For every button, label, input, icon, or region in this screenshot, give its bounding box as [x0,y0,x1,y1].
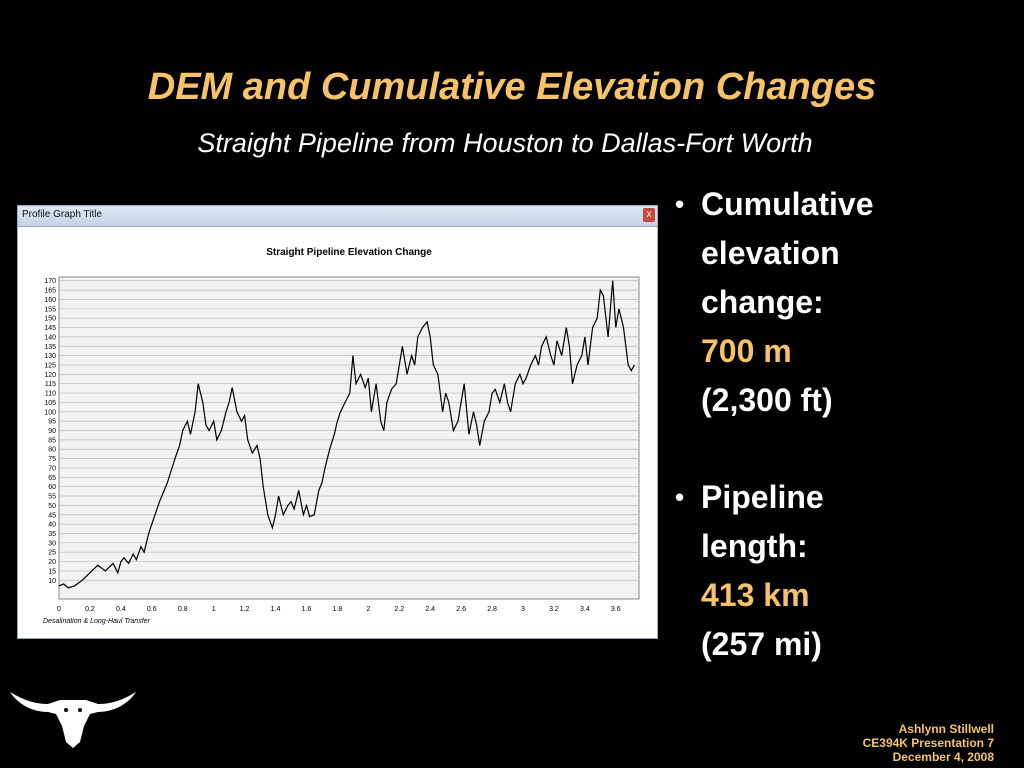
x-tick-label: 3.2 [549,606,559,613]
x-tick-label: 0.4 [116,606,126,613]
y-tick-label: 85 [48,437,56,444]
y-tick-label: 115 [45,381,56,388]
y-tick-label: 10 [48,578,56,585]
bullet-line: length: [701,528,808,564]
y-tick-label: 170 [44,278,56,285]
footer-course: CE394K Presentation 7 [862,736,994,750]
y-tick-label: 135 [44,344,56,351]
bullet-note: (257 mi) [701,626,822,662]
bullet-note: (2,300 ft) [701,382,833,418]
x-tick-label: 2.6 [456,606,466,613]
y-tick-label: 60 [48,484,56,491]
x-tick-label: 0.2 [85,606,95,613]
chart-footnote: Desalination & Long-Haul Transfer [43,618,151,625]
footer-author: Ashlynn Stillwell [898,722,994,736]
chart-title: Straight Pipeline Elevation Change [266,247,432,258]
bullet-line: Cumulative [701,186,874,222]
y-tick-label: 90 [48,428,56,435]
elevation-chart-svg: Straight Pipeline Elevation Change101520… [43,247,640,625]
close-button[interactable]: x [643,208,655,222]
window-title: Profile Graph Title [22,209,103,220]
y-tick-label: 130 [44,353,56,360]
bullet-dot-icon: • [675,189,685,219]
x-tick-label: 3.6 [611,606,621,613]
y-tick-label: 20 [48,559,56,566]
x-tick-label: 3 [521,606,525,613]
y-tick-label: 80 [48,447,56,454]
y-tick-label: 55 [48,494,56,501]
y-tick-label: 100 [44,409,56,416]
bullet-line: Pipeline [701,479,824,515]
y-tick-label: 15 [48,568,56,575]
elevation-chart: Straight Pipeline Elevation Change 10 15 20… [19,227,656,637]
x-tick-label: 2 [366,606,370,613]
y-tick-label: 145 [44,325,56,332]
bullet-value: 413 km [701,577,810,613]
profile-graph-window: Profile Graph Title x Straight Pipeline … [17,205,658,639]
x-tick-label: 2.4 [425,606,435,613]
y-tick-label: 40 [48,522,56,529]
elevation-line [58,280,635,589]
y-tick-label: 125 [44,362,56,369]
y-tick-label: 70 [48,465,56,472]
footer-date: December 4, 2008 [892,750,994,764]
window-titlebar[interactable]: Profile Graph Title x [18,206,657,227]
slide-title: DEM and Cumulative Elevation Changes [147,66,877,108]
bullet-dot-icon: • [675,482,685,512]
y-tick-label: 95 [48,419,56,426]
longhorn-logo-icon: TM [10,680,136,750]
x-tick-label: 1.6 [302,606,312,613]
footer: Ashlynn Stillwell CE394K Presentation 7 … [863,722,994,764]
x-tick-label: 1.2 [240,606,250,613]
y-tick-label: 35 [48,531,56,538]
y-tick-label: 65 [48,475,56,482]
bullet-line: elevation [701,235,840,271]
x-tick-label: 3.4 [580,606,590,613]
y-tick-label: 45 [48,512,56,519]
x-tick-label: 1.8 [333,606,343,613]
x-tick-label: 2.8 [487,606,497,613]
x-tick-label: 0.6 [147,606,157,613]
y-tick-label: 105 [44,400,56,407]
bullet-value: 700 m [701,333,792,369]
slide-subtitle: Straight Pipeline from Houston to Dallas… [197,128,813,158]
y-tick-label: 150 [44,316,56,323]
y-tick-label: 50 [48,503,56,510]
plot-area [58,276,640,600]
y-tick-label: 110 [45,391,56,398]
y-tick-label: 25 [48,550,56,557]
y-tick-label: 140 [44,334,56,341]
x-tick-label: 1.4 [271,606,281,613]
y-tick-label: 165 [44,288,56,295]
y-tick-label: 120 [44,372,56,379]
y-tick-label: 155 [44,306,56,313]
bullet-pipeline-length: • Pipeline length: 413 km (257 mi) [675,473,1015,669]
bullet-list: • Cumulative elevation change: 700 m (2,… [675,180,1015,669]
bullet-line: change: [701,284,824,320]
x-tick-label: 0.8 [178,606,188,613]
x-tick-label: 0 [57,606,61,613]
x-tick-label: 2.2 [394,606,404,613]
logo-tm: TM [100,706,109,712]
y-tick-label: 30 [48,540,56,547]
x-tick-label: 1 [212,606,216,613]
bullet-elevation-change: • Cumulative elevation change: 700 m (2,… [675,180,1015,425]
y-tick-label: 160 [44,297,56,304]
y-tick-label: 75 [48,456,56,463]
